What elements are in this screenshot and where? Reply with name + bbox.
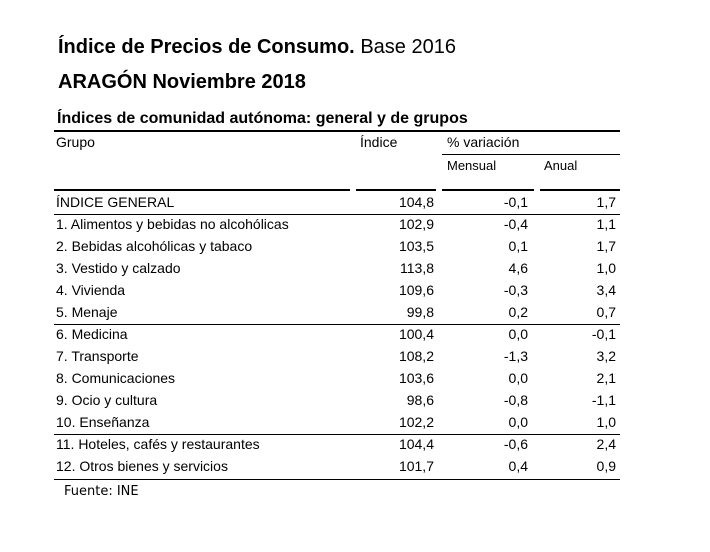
cell-indice: 98,6 bbox=[406, 392, 434, 408]
cell-grupo: 3. Vestido y calzado bbox=[56, 260, 181, 276]
cell-anual: 0,7 bbox=[596, 304, 616, 320]
cell-mensual: 0,4 bbox=[508, 458, 528, 474]
cell-mensual: -0,8 bbox=[503, 392, 528, 408]
cell-mensual: -0,3 bbox=[503, 282, 528, 298]
cell-indice: 103,5 bbox=[398, 238, 434, 254]
cell-mensual: 0,0 bbox=[508, 414, 528, 430]
cell-anual: 1,0 bbox=[596, 414, 616, 430]
cell-anual: 0,9 bbox=[596, 458, 616, 474]
cell-grupo: 8. Comunicaciones bbox=[56, 370, 176, 386]
cell-mensual: -0,4 bbox=[503, 216, 528, 232]
cell-mensual: 4,6 bbox=[508, 260, 528, 276]
header-variacion: % variación bbox=[447, 134, 520, 150]
title-base: Base 2016 bbox=[360, 36, 456, 58]
variacion-rule bbox=[442, 154, 620, 155]
cell-indice: 102,2 bbox=[398, 414, 434, 430]
header-mensual: Mensual bbox=[447, 158, 497, 173]
cell-anual: 1,7 bbox=[596, 238, 616, 254]
cell-grupo: 12. Otros bienes y servicios bbox=[56, 458, 228, 474]
cell-anual: -0,1 bbox=[591, 326, 616, 342]
header-indice: Índice bbox=[360, 134, 398, 150]
header-bottom-rule-indice bbox=[356, 189, 436, 191]
cell-anual: 1,1 bbox=[596, 216, 616, 232]
cell-indice: 99,8 bbox=[406, 304, 434, 320]
cell-grupo: 2. Bebidas alcohólicas y tabaco bbox=[56, 238, 253, 254]
cell-mensual: 0,2 bbox=[508, 304, 528, 320]
separator-after-10 bbox=[54, 434, 620, 435]
header-bottom-rule-grupo bbox=[54, 189, 350, 191]
cell-indice: 108,2 bbox=[398, 348, 434, 364]
cell-indice: 103,6 bbox=[398, 370, 434, 386]
cell-grupo: 6. Medicina bbox=[56, 326, 128, 342]
cell-mensual: -0,1 bbox=[503, 194, 528, 210]
table-top-rule bbox=[54, 130, 620, 132]
cell-indice: 102,9 bbox=[398, 216, 434, 232]
cell-grupo: 9. Ocio y cultura bbox=[56, 392, 158, 408]
cell-grupo: 7. Transporte bbox=[56, 348, 139, 364]
cell-indice: 113,8 bbox=[400, 260, 434, 276]
cell-mensual: 0,0 bbox=[508, 370, 528, 386]
source-note: Fuente: INE bbox=[64, 484, 139, 499]
page-title: Índice de Precios de Consumo. Base 2016 bbox=[58, 36, 456, 59]
cell-grupo: ÍNDICE GENERAL bbox=[56, 194, 175, 210]
header-bottom-rule-mensual bbox=[442, 189, 534, 191]
cell-anual: 3,2 bbox=[596, 348, 616, 364]
cell-anual: 2,1 bbox=[596, 370, 616, 386]
cell-indice: 101,7 bbox=[398, 458, 434, 474]
cell-mensual: -0,6 bbox=[503, 436, 528, 452]
cell-indice: 104,8 bbox=[398, 194, 434, 210]
header-bottom-rule-anual bbox=[540, 189, 620, 191]
cell-anual: 1,0 bbox=[596, 260, 616, 276]
cell-anual: 3,4 bbox=[596, 282, 616, 298]
cell-anual: 2,4 bbox=[596, 436, 616, 452]
table-bottom-rule bbox=[54, 479, 620, 480]
cell-anual: -1,1 bbox=[591, 392, 616, 408]
title-bold: Índice de Precios de Consumo. bbox=[58, 36, 355, 58]
region-period-title: ARAGÓN Noviembre 2018 bbox=[58, 71, 306, 93]
cell-grupo: 5. Menaje bbox=[56, 304, 118, 320]
cell-mensual: -1,3 bbox=[503, 348, 528, 364]
separator-after-5 bbox=[54, 324, 620, 325]
cell-mensual: 0,1 bbox=[508, 238, 528, 254]
cell-anual: 1,7 bbox=[596, 194, 616, 210]
cell-indice: 104,4 bbox=[398, 436, 434, 452]
cell-grupo: 4. Vivienda bbox=[56, 282, 126, 298]
header-anual: Anual bbox=[544, 158, 578, 173]
header-grupo: Grupo bbox=[56, 134, 95, 150]
cell-indice: 109,6 bbox=[398, 282, 434, 298]
table-caption: Índices de comunidad autónoma: general y… bbox=[57, 110, 468, 127]
cell-mensual: 0,0 bbox=[508, 326, 528, 342]
cell-grupo: 10. Enseñanza bbox=[56, 414, 150, 430]
cell-grupo: 11. Hoteles, cafés y restaurantes bbox=[56, 436, 260, 452]
separator-after-general bbox=[54, 214, 620, 215]
cell-indice: 100,4 bbox=[398, 326, 434, 342]
cell-grupo: 1. Alimentos y bebidas no alcohólicas bbox=[56, 216, 289, 232]
